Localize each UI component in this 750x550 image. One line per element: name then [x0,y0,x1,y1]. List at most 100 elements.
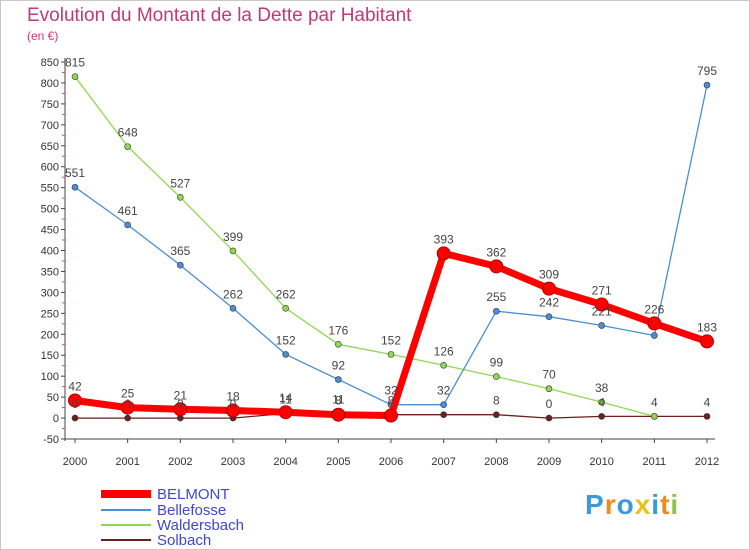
data-point-solbach [71,414,79,422]
data-label-solbach: 11 [279,392,292,406]
y-tick-label: -50 [43,434,59,446]
x-tick-label: 2002 [168,456,192,468]
data-point-solbach [598,413,605,420]
x-tick-label: 2010 [589,456,613,468]
data-point-solbach [493,411,500,419]
data-label-bellefosse: 242 [539,296,559,310]
y-tick-label: 0 [53,413,59,425]
data-point-belmont [120,400,135,415]
data-point-bellefosse [177,261,184,269]
x-tick-label: 2006 [379,456,403,468]
x-tick-label: 2003 [221,456,245,468]
y-tick-label: 800 [41,78,59,90]
data-label-solbach: 0 [177,397,184,411]
logo-letter: P [585,489,605,520]
data-point-belmont [384,408,398,423]
data-label-belmont: 183 [697,320,717,334]
data-point-waldersbach [71,73,79,80]
x-tick-label: 2004 [273,456,297,468]
data-point-bellefosse [229,305,237,312]
y-tick-label: 350 [41,266,59,278]
legend-label-bellefosse: Bellefosse [157,502,227,519]
y-tick-label: 550 [41,183,59,195]
data-label-solbach: 11 [332,392,345,406]
logo-letter: i [670,489,680,520]
data-point-solbach [440,411,447,419]
data-label-waldersbach: 648 [118,126,138,140]
data-point-belmont [436,246,451,261]
data-label-waldersbach: 70 [542,368,556,382]
data-point-bellefosse [651,332,658,339]
chart-title: Evolution du Montant de la Dette par Hab… [27,5,412,26]
y-tick-label: 750 [41,99,59,111]
x-tick-label: 2007 [431,456,455,468]
data-point-belmont [542,281,556,296]
logo-letter: x [634,489,652,520]
data-label-bellefosse: 152 [276,333,296,347]
data-label-belmont: 8 [335,394,342,408]
data-label-belmont: 309 [539,268,559,282]
data-label-bellefosse: 461 [118,204,138,218]
y-tick-label: 50 [47,392,59,404]
data-point-waldersbach [493,373,500,380]
data-label-solbach: 0 [72,397,79,411]
legend-label-waldersbach: Waldersbach [157,517,244,534]
data-point-solbach [545,414,553,422]
data-point-bellefosse [545,313,553,320]
legend-swatch-solbach [101,539,151,541]
data-point-belmont [331,407,346,422]
data-label-waldersbach: 152 [381,333,401,347]
y-tick-label: 600 [41,162,59,174]
data-point-waldersbach [598,398,605,406]
data-point-waldersbach [177,194,184,201]
logo-letter: i [651,489,661,520]
logo-letter: t [660,489,671,520]
data-point-bellefosse [71,183,79,191]
series-line-waldersbach [74,76,655,418]
data-label-belmont: 18 [226,390,240,404]
data-label-bellefosse: 551 [65,166,85,180]
data-point-belmont [226,403,240,418]
data-point-waldersbach [282,305,289,312]
x-tick-label: 2005 [326,456,350,468]
data-label-waldersbach: 99 [490,356,504,370]
data-label-bellefosse: 221 [592,304,612,318]
x-tick-label: 2000 [63,456,87,468]
data-point-solbach [703,413,711,420]
data-label-bellefosse: 365 [170,244,190,258]
data-point-waldersbach [545,385,553,393]
y-tick-label: 850 [41,57,59,69]
data-point-solbach [124,414,131,422]
y-tick-label: 300 [41,287,59,299]
data-point-waldersbach [335,341,342,348]
legend-swatch-waldersbach [101,524,151,526]
y-tick-label: 250 [41,308,59,320]
data-label-belmont: 25 [121,387,135,401]
data-point-bellefosse [703,81,711,89]
data-label-belmont: 42 [68,379,82,393]
data-point-bellefosse [335,376,342,383]
data-point-belmont [647,316,662,331]
data-label-solbach: 8 [493,394,500,408]
chart-subtitle: (en €) [27,29,59,43]
data-label-solbach: 0 [230,397,237,411]
logo-letter: o [616,489,635,520]
data-label-bellefosse: 262 [223,287,243,301]
data-label-waldersbach: 527 [170,176,190,190]
data-label-solbach: 0 [546,397,553,411]
y-tick-label: 400 [41,246,59,258]
x-tick-label: 2011 [643,456,667,468]
data-point-waldersbach [440,361,447,369]
data-point-bellefosse [493,307,500,315]
y-tick-label: 500 [41,204,59,216]
data-label-belmont: 14 [279,391,293,405]
y-tick-label: 700 [41,120,59,132]
x-tick-label: 2008 [484,456,508,468]
data-point-belmont [173,402,188,417]
data-label-bellefosse: 32 [437,384,451,398]
data-label-solbach: 4 [651,395,658,409]
legend-swatch-bellefosse [101,509,151,511]
data-point-belmont [594,297,609,312]
